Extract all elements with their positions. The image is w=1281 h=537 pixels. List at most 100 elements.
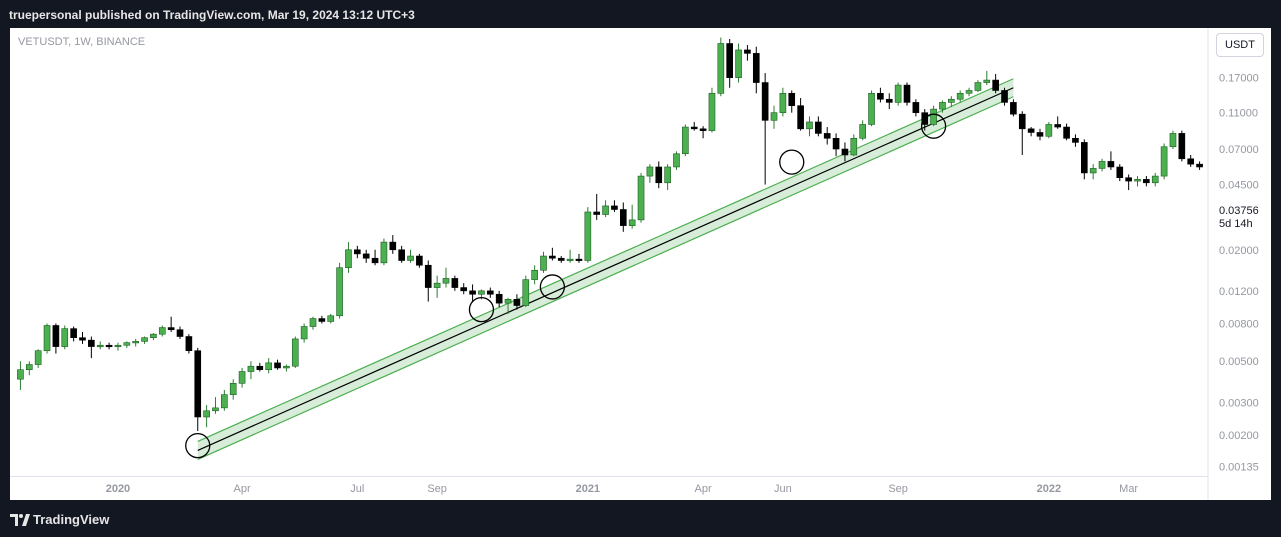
candle-body [575, 258, 583, 261]
touch-point-circle [185, 433, 211, 459]
candle-body [132, 341, 140, 344]
candle-body [17, 369, 24, 380]
candle-body [1151, 175, 1159, 184]
candle-body [1010, 102, 1017, 115]
candle-body [336, 267, 343, 317]
candle-body [877, 92, 884, 100]
candle-body [229, 383, 237, 395]
candle-body [185, 336, 193, 352]
candle-body [362, 253, 370, 259]
candle-body [690, 126, 698, 130]
candle-body [832, 137, 840, 150]
candle-body [61, 328, 69, 347]
candle-body [566, 258, 574, 261]
y-tick-label: 0.03756 [1219, 205, 1259, 217]
candle-body [52, 325, 60, 347]
candle-body [655, 166, 663, 184]
candle-body [1178, 133, 1186, 160]
candle-body [478, 290, 485, 295]
touch-point-circle [920, 113, 947, 139]
candle-body [486, 290, 494, 295]
candle-body [345, 249, 352, 269]
touch-point-circle [468, 296, 495, 323]
candle-body [424, 264, 432, 288]
candle-body [291, 338, 299, 367]
candle-body [637, 175, 645, 221]
x-tick-label: Sep [427, 483, 447, 495]
y-tick-label: 0.04500 [1219, 180, 1259, 192]
candlestick-chart[interactable]: 0.250000.170000.110000.070000.045000.037… [10, 28, 1271, 500]
candle-body [682, 126, 689, 155]
candle-body [70, 328, 77, 339]
candle-body [602, 205, 609, 215]
publisher-bar: truepersonal published on TradingView.co… [0, 0, 1281, 28]
candle-body [460, 287, 468, 292]
x-tick-label: Mar [1119, 483, 1138, 495]
candle-body [584, 211, 592, 261]
candle-body [868, 92, 875, 125]
candle-body [1134, 179, 1141, 182]
x-tick-label: Jun [774, 483, 792, 495]
candle-body [894, 84, 902, 103]
candle-body [752, 53, 760, 83]
candle-body [354, 249, 361, 255]
candle-body [327, 315, 335, 322]
candle-body [735, 49, 742, 78]
candle-body [708, 92, 716, 131]
candle-body [1169, 133, 1177, 148]
candle-body [611, 205, 618, 210]
candle-body [549, 255, 556, 259]
candle-body [557, 257, 565, 261]
candle-body [1196, 163, 1203, 168]
touch-point-circle [539, 274, 566, 300]
y-tick-label: 0.01200 [1219, 286, 1259, 298]
channel-lower-edge [197, 96, 1014, 460]
y-tick-label: 0.17000 [1219, 73, 1259, 85]
candle-body [416, 255, 423, 266]
x-tick-label: Jul [350, 483, 364, 495]
candle-body [88, 339, 95, 347]
candle-body [25, 364, 33, 371]
candle-body [1187, 158, 1195, 165]
candle-body [1116, 166, 1124, 179]
candle-body [265, 362, 272, 371]
y-tick-label: 0.07000 [1219, 144, 1259, 156]
chart-panel[interactable]: 0.250000.170000.110000.070000.045000.037… [10, 28, 1271, 500]
candle-body [531, 269, 538, 280]
candle-body [158, 327, 166, 335]
candle-body [859, 124, 866, 139]
candle-body [203, 410, 210, 418]
candle-body [141, 337, 148, 342]
candle-body [380, 241, 388, 264]
bar-countdown-label: 5d 14h [1219, 218, 1253, 230]
touch-point-circle [779, 149, 805, 175]
candle-body [965, 90, 973, 94]
tradingview-logo-icon [10, 514, 30, 526]
candle-body [247, 365, 255, 372]
candle-body [1001, 90, 1008, 103]
y-tick-label: 0.00800 [1219, 318, 1259, 330]
x-tick-label: Sep [888, 483, 908, 495]
candle-body [619, 209, 627, 226]
candle-body [815, 121, 822, 134]
candle-body [1160, 146, 1168, 177]
currency-button[interactable]: USDT [1216, 33, 1264, 57]
candle-body [513, 299, 521, 306]
candle-body [939, 102, 946, 110]
candle-body [664, 166, 671, 184]
candle-body [442, 278, 450, 284]
candle-body [105, 344, 113, 348]
publisher-text: truepersonal published on TradingView.co… [9, 8, 415, 22]
candle-body [717, 43, 725, 94]
x-tick-label: Apr [234, 483, 251, 495]
candle-body [797, 105, 804, 130]
candle-body [256, 365, 264, 371]
candle-body [779, 92, 787, 113]
candle-body [212, 407, 219, 412]
x-tick-label: 2021 [576, 483, 600, 495]
candle-body [522, 279, 530, 306]
candle-body [1107, 161, 1115, 168]
candle-body [974, 82, 982, 91]
candle-body [1080, 142, 1088, 174]
candle-body [469, 290, 476, 295]
